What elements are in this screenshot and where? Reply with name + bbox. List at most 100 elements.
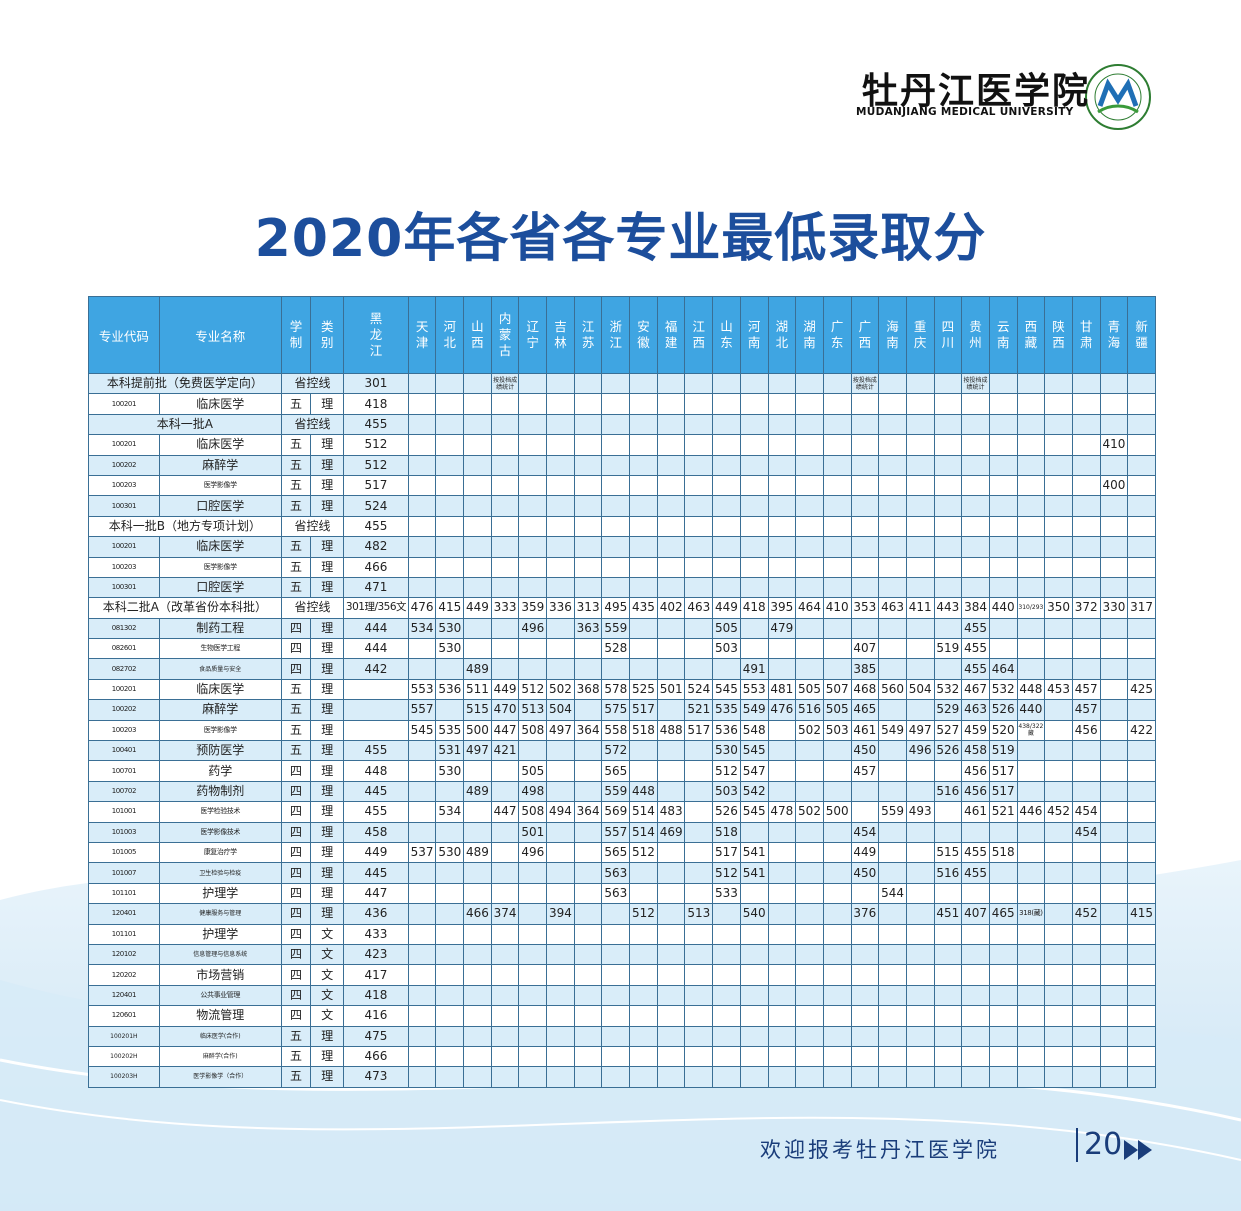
- table-cell: [1044, 434, 1073, 456]
- table-cell: 理: [310, 862, 345, 884]
- table-cell: [573, 372, 603, 395]
- table-row: 本科提前批（免费医学定向） 省控线 301 按投档成绩统计 按投档成绩统计 按投档成绩统计: [88, 372, 1156, 395]
- table-cell: 418: [343, 393, 409, 415]
- table-cell: [1044, 923, 1073, 945]
- table-cell: [490, 1005, 520, 1027]
- table-cell: 353: [850, 597, 880, 619]
- table-cell: 469: [656, 821, 686, 843]
- column-header-text: 吉林: [554, 319, 567, 350]
- table-cell: 457: [850, 760, 880, 782]
- table-cell: 496: [518, 617, 548, 640]
- table-cell: [739, 536, 769, 558]
- table-cell: [1071, 434, 1101, 456]
- column-header: 广东: [822, 296, 852, 374]
- table-cell: [407, 882, 437, 905]
- table-cell: [739, 454, 769, 476]
- table-cell: 415: [1127, 903, 1156, 925]
- table-cell: [905, 617, 935, 640]
- table-cell: [767, 943, 797, 966]
- table-cell: 407: [961, 903, 990, 925]
- column-header: 类别: [310, 296, 345, 374]
- table-cell: [933, 556, 963, 578]
- table-cell: 449: [463, 597, 492, 619]
- table-cell: 理: [310, 434, 345, 456]
- table-cell: [656, 495, 686, 517]
- column-header-text: 青海: [1107, 319, 1121, 350]
- table-cell: [850, 576, 880, 599]
- table-cell: [407, 536, 437, 558]
- table-row: 082702 食品质量与安全四理 442 489 491 385 455 464: [88, 658, 1156, 680]
- table-cell: [490, 556, 520, 578]
- table-cell: 449: [490, 678, 520, 701]
- table-cell: [407, 984, 437, 1007]
- table-cell: [629, 617, 658, 640]
- table-cell: [850, 882, 880, 905]
- table-cell: [656, 862, 686, 884]
- table-cell: [795, 821, 824, 843]
- table-cell: [546, 638, 575, 660]
- table-cell: [435, 1066, 465, 1088]
- table-cell: [933, 393, 963, 415]
- table-cell: [1016, 740, 1046, 762]
- table-cell: [1016, 638, 1046, 660]
- table-cell: 493: [905, 801, 935, 823]
- table-cell: [518, 515, 548, 538]
- table-cell: 518: [988, 841, 1018, 864]
- table-cell: 100201: [88, 393, 160, 415]
- table-cell: [795, 434, 824, 456]
- table-cell: 446: [1016, 801, 1046, 823]
- table-cell: [629, 474, 658, 497]
- table-cell: 100201: [88, 678, 160, 701]
- table-cell: 按投档成绩统计: [961, 372, 990, 395]
- table-cell: 512: [712, 862, 741, 884]
- table-cell: [1099, 821, 1129, 843]
- table-cell: [739, 576, 769, 599]
- table-cell: [988, 576, 1018, 599]
- table-cell: [629, 1066, 658, 1088]
- table-cell: 530: [435, 841, 465, 864]
- column-header-text: 江西: [692, 319, 706, 350]
- table-cell: 医学影像学: [158, 556, 282, 578]
- table-cell: [629, 515, 658, 538]
- table-cell: [629, 638, 658, 660]
- table-cell: [822, 638, 852, 660]
- table-row: 100301 口腔医学五理 471: [88, 576, 1156, 599]
- table-cell: [601, 515, 631, 538]
- table-cell: [407, 740, 437, 762]
- table-cell: 082601: [88, 638, 160, 660]
- page-title: 2020年各省各专业最低录取分: [254, 209, 987, 269]
- table-cell: [822, 943, 852, 966]
- column-header: 河南: [739, 296, 769, 374]
- table-cell: [795, 1066, 824, 1088]
- table-cell: 理: [310, 495, 345, 517]
- table-cell: [518, 638, 548, 660]
- table-cell: [712, 943, 741, 966]
- table-cell: 489: [463, 780, 492, 803]
- table-cell: [1099, 699, 1129, 721]
- table-cell: 520: [988, 719, 1018, 742]
- table-cell: [739, 474, 769, 497]
- table-cell: 384: [961, 597, 990, 619]
- table-cell: [795, 903, 824, 925]
- table-cell: [463, 1066, 492, 1088]
- table-cell: [518, 576, 548, 599]
- table-cell: 文: [310, 943, 345, 966]
- table-cell: [601, 964, 631, 986]
- table-cell: 503: [712, 780, 741, 803]
- table-cell: 374: [490, 903, 520, 925]
- table-cell: [601, 1025, 631, 1047]
- table-cell: [905, 474, 935, 497]
- table-cell: [1016, 1066, 1046, 1088]
- table-cell: [518, 474, 548, 497]
- table-cell: [878, 699, 907, 721]
- table-cell: [601, 556, 631, 578]
- table-cell: [767, 862, 797, 884]
- table-cell: [1127, 1005, 1156, 1027]
- table-body: 本科提前批（免费医学定向） 省控线 301 按投档成绩统计 按投档成绩统计 按投档成绩统计…: [88, 372, 1156, 1088]
- table-cell: [463, 576, 492, 599]
- table-cell: [933, 923, 963, 945]
- table-cell: [878, 393, 907, 415]
- table-cell: 529: [933, 699, 963, 721]
- table-cell: 120601: [88, 1005, 160, 1027]
- table-cell: 527: [933, 719, 963, 742]
